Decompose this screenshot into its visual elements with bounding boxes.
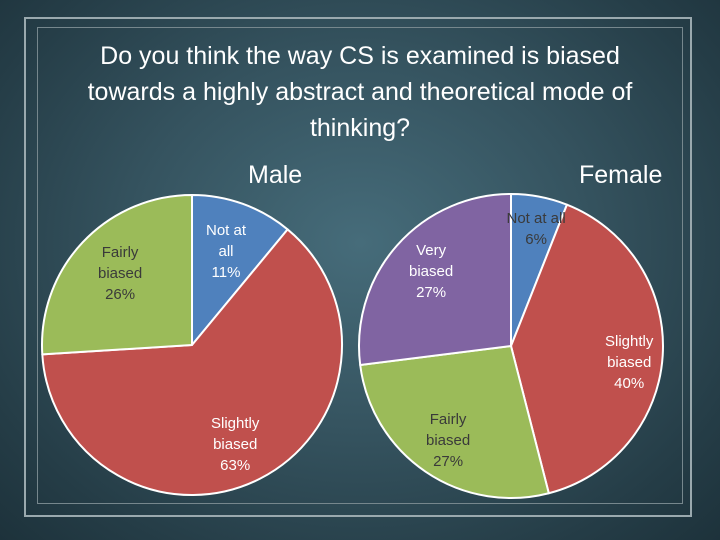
male-slice-fairly-biased — [41, 194, 193, 356]
outer-frame — [24, 17, 692, 517]
female-slice-fairly-biased — [359, 345, 550, 499]
female-slice-not-at-all-label: Not at all 6% — [506, 210, 566, 248]
male-slice-slightly-biased — [41, 228, 343, 496]
slide-title: Do you think the way CS is examined is b… — [87, 42, 633, 142]
female-slice-very-biased — [358, 193, 512, 367]
male-slice-not-at-all-label: Not at all 11% — [206, 222, 247, 281]
female-slice-fairly-biased-label: Fairly biased 27% — [426, 411, 471, 470]
inner-frame — [37, 27, 683, 504]
male-slice-slightly-biased-label: Slightly biased 63% — [211, 415, 260, 474]
male-chart-title: Male — [248, 161, 303, 189]
female-slice-slightly-biased — [510, 203, 664, 495]
male-slice-not-at-all — [191, 194, 289, 346]
female-slice-very-biased-label: Very biased 27% — [409, 242, 454, 301]
female-chart-title: Female — [579, 161, 663, 189]
male-slice-fairly-biased-label: Fairly biased 26% — [98, 244, 143, 303]
female-slice-slightly-biased-label: Slightly biased 40% — [605, 333, 654, 392]
